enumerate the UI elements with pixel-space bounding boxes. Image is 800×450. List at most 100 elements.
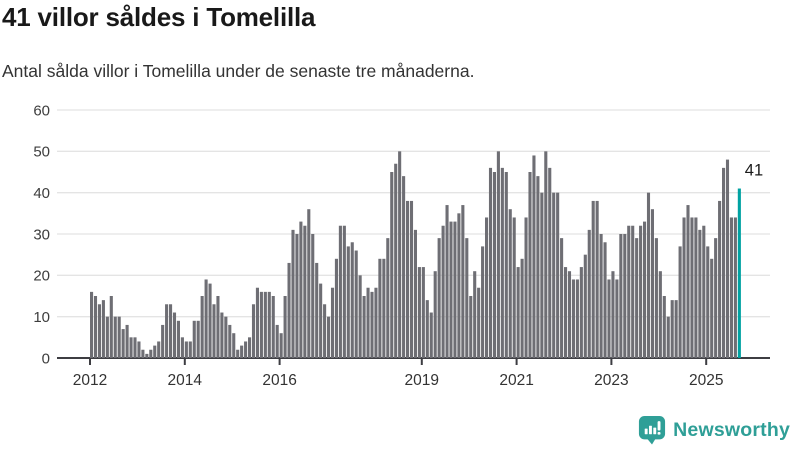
bar bbox=[291, 229, 295, 358]
bar bbox=[153, 345, 157, 358]
bar bbox=[196, 320, 200, 358]
y-axis-tick-label: 0 bbox=[42, 350, 50, 367]
x-axis-tick-label: 2016 bbox=[262, 372, 296, 389]
newsworthy-icon bbox=[639, 416, 666, 445]
bar bbox=[382, 258, 386, 358]
bar bbox=[702, 225, 706, 358]
y-axis-tick-label: 20 bbox=[33, 268, 50, 285]
bar bbox=[240, 345, 244, 358]
bar bbox=[615, 279, 619, 358]
bar bbox=[449, 221, 453, 358]
bar bbox=[725, 159, 730, 358]
bar bbox=[552, 192, 556, 358]
bar bbox=[678, 246, 682, 358]
bar bbox=[496, 151, 500, 358]
chart-title: 41 villor såldes i Tomelilla bbox=[2, 2, 316, 32]
bar bbox=[674, 300, 678, 358]
bar bbox=[165, 304, 169, 358]
x-axis-tick-label: 2012 bbox=[73, 372, 107, 389]
bar bbox=[654, 238, 658, 358]
bar bbox=[485, 217, 489, 358]
bar bbox=[370, 291, 374, 358]
y-axis-tick-label: 50 bbox=[33, 144, 50, 161]
bar bbox=[129, 337, 133, 358]
bar bbox=[564, 267, 568, 358]
highlight-value-label: 41 bbox=[745, 162, 763, 180]
bar bbox=[133, 337, 137, 358]
bar bbox=[457, 213, 461, 358]
bar bbox=[330, 287, 335, 358]
bar bbox=[429, 312, 433, 358]
bar bbox=[650, 209, 654, 358]
bar bbox=[125, 324, 129, 358]
bar bbox=[224, 316, 228, 358]
bar bbox=[500, 167, 504, 358]
bar bbox=[733, 217, 737, 358]
bar bbox=[204, 279, 208, 358]
bar bbox=[378, 258, 382, 358]
bar bbox=[710, 258, 714, 358]
bar bbox=[603, 242, 607, 358]
bar bbox=[437, 238, 441, 358]
bar bbox=[275, 324, 279, 358]
bar bbox=[532, 155, 536, 358]
bar bbox=[599, 234, 603, 358]
highlight-bar bbox=[737, 188, 741, 358]
bar bbox=[334, 258, 338, 358]
bar bbox=[441, 225, 445, 358]
bar bbox=[176, 320, 180, 358]
bar bbox=[646, 192, 651, 358]
bar bbox=[469, 296, 473, 358]
bar bbox=[263, 291, 267, 358]
bar bbox=[516, 267, 520, 358]
bar bbox=[528, 172, 532, 358]
bar bbox=[216, 296, 220, 358]
x-axis-tick-label: 2023 bbox=[594, 372, 628, 389]
bar bbox=[413, 229, 417, 358]
bar bbox=[121, 329, 125, 358]
bar bbox=[540, 192, 544, 358]
bar bbox=[453, 221, 457, 358]
bar bbox=[358, 275, 362, 358]
bar bbox=[591, 200, 595, 358]
bar bbox=[465, 238, 469, 358]
bar bbox=[338, 225, 342, 358]
bar bbox=[354, 250, 358, 358]
bar bbox=[220, 312, 224, 358]
bar bbox=[180, 337, 184, 358]
bar bbox=[512, 217, 516, 358]
bar bbox=[323, 304, 327, 358]
bar bbox=[157, 341, 161, 358]
bar bbox=[228, 324, 232, 358]
bar bbox=[319, 283, 323, 358]
bar bbox=[658, 271, 662, 358]
bar bbox=[556, 192, 560, 358]
bar bbox=[433, 271, 437, 358]
bar bbox=[567, 271, 572, 358]
bar bbox=[536, 176, 540, 358]
bar bbox=[481, 246, 485, 358]
bar bbox=[311, 234, 315, 358]
bar bbox=[362, 296, 366, 358]
bar bbox=[520, 258, 524, 358]
bar bbox=[141, 349, 145, 358]
bar bbox=[583, 254, 587, 358]
bar bbox=[571, 279, 575, 358]
bar bbox=[421, 267, 425, 358]
bar bbox=[366, 287, 370, 358]
bar bbox=[690, 217, 694, 358]
bar bbox=[718, 200, 722, 358]
bar bbox=[315, 262, 319, 358]
bar bbox=[394, 163, 398, 358]
bar bbox=[706, 246, 710, 358]
bar bbox=[244, 341, 248, 358]
bar bbox=[607, 279, 611, 358]
newsworthy-logo[interactable]: Newsworthy bbox=[638, 415, 790, 445]
bar bbox=[101, 300, 105, 358]
bar bbox=[248, 337, 252, 358]
brand-name: Newsworthy bbox=[673, 418, 790, 441]
bar bbox=[635, 238, 639, 358]
bar bbox=[682, 217, 686, 358]
bar bbox=[149, 349, 153, 358]
